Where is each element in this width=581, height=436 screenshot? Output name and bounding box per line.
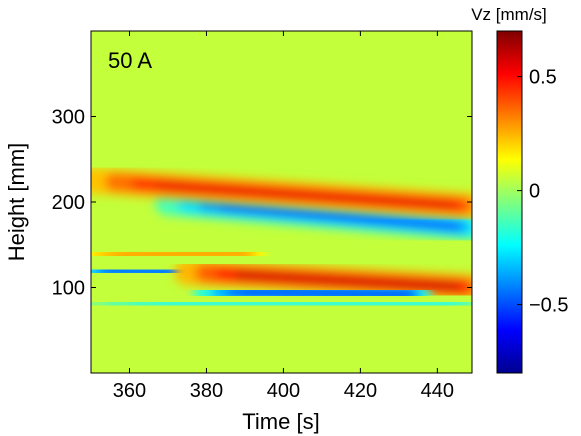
- feature-band-2: [91, 257, 201, 286]
- feature-band-1-layer-4: [116, 249, 248, 259]
- plot-area: [91, 31, 472, 373]
- feature-band-8-layer-4: [156, 181, 455, 209]
- x-axis-label: Time [s]: [242, 409, 319, 434]
- colorbar-tick-label: 0.5: [529, 67, 557, 89]
- colorbar-tick-label: 0: [529, 181, 540, 203]
- annotation-label: 50 A: [108, 48, 152, 73]
- x-tick-label: 360: [113, 380, 146, 402]
- y-axis-label: Height [mm]: [4, 143, 29, 262]
- x-tick-label: 420: [344, 380, 377, 402]
- y-tick-label: 100: [52, 278, 85, 300]
- y-axis: 100 200 300: [52, 107, 472, 300]
- feature-band-8: [91, 167, 472, 220]
- feature-band-2-layer-4: [104, 267, 186, 276]
- y-tick-label: 200: [52, 192, 85, 214]
- colorbar-ticks: 0.5 0 −0.5: [517, 67, 568, 317]
- x-axis: 360 380 400 420 440: [113, 31, 454, 402]
- velocity-features: [91, 167, 472, 325]
- colorbar: Vz [mm/s] 0.5 0 −0.5: [471, 5, 568, 374]
- feature-band-7: [154, 189, 472, 241]
- colorbar-tick-label: −0.5: [529, 295, 568, 317]
- x-tick-label: 400: [267, 380, 300, 402]
- x-tick-label: 440: [421, 380, 454, 402]
- colorbar-gradient: [496, 30, 523, 374]
- feature-band-7-layer-4: [219, 203, 460, 230]
- x-tick-label: 380: [190, 380, 223, 402]
- feature-band-1: [91, 240, 266, 269]
- y-tick-label: 300: [52, 107, 85, 129]
- colorbar-title: Vz [mm/s]: [471, 5, 547, 24]
